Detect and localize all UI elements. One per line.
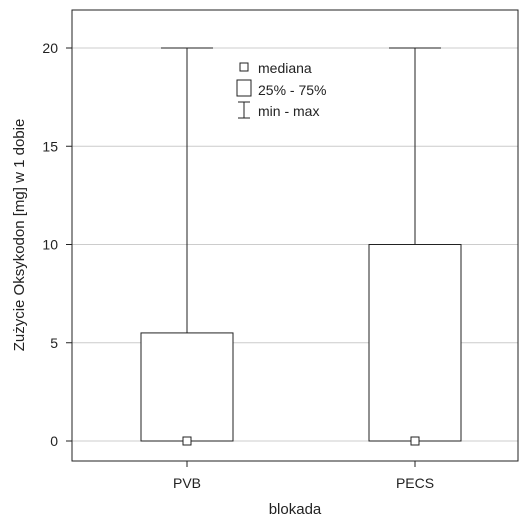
x-axis-label: blokada <box>269 501 322 518</box>
y-axis-ticks: 0 5 10 15 20 <box>42 40 72 449</box>
legend-whisker-label: min - max <box>258 103 319 119</box>
y-tick-label-0: 0 <box>50 433 58 449</box>
x-tick-label-pecs: PECS <box>396 475 434 491</box>
legend-box-marker <box>236 79 252 97</box>
x-axis-ticks: PVB PECS <box>173 461 434 491</box>
legend: mediana 25% - 75% min - max <box>236 60 326 119</box>
y-tick-label-15: 15 <box>42 138 58 154</box>
median-marker-pvb <box>182 436 192 446</box>
legend-median-label: mediana <box>258 60 312 76</box>
legend-median-marker <box>239 62 249 72</box>
y-tick-label-5: 5 <box>50 335 58 351</box>
x-tick-label-pvb: PVB <box>173 475 201 491</box>
y-axis-label: Zużycie Oksykodon [mg] w 1 dobie <box>11 119 28 352</box>
median-marker-pecs <box>410 436 420 446</box>
boxes <box>140 47 462 446</box>
box-iqr-pecs <box>368 244 462 442</box>
legend-box-label: 25% - 75% <box>258 82 326 98</box>
plot-frame <box>71 9 519 462</box>
y-tick-label-10: 10 <box>42 237 58 253</box>
box-iqr-pvb <box>140 332 234 442</box>
y-tick-label-20: 20 <box>42 40 58 56</box>
